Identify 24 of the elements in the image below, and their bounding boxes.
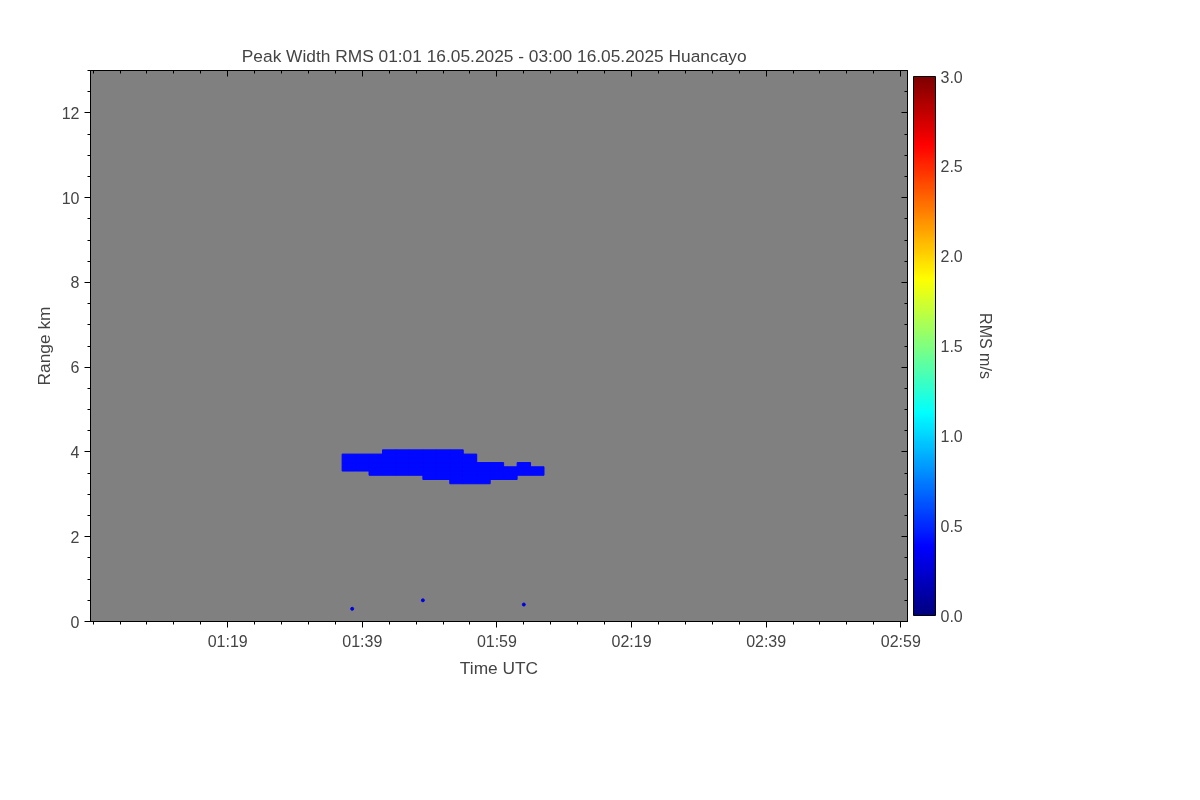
x-axis-title: Time UTC bbox=[459, 657, 539, 678]
chart-title: Peak Width RMS 01:01 16.05.2025 - 03:00 16.05.2025 Huancayo bbox=[241, 45, 747, 66]
color-bar-title: RMS m/s bbox=[976, 313, 994, 379]
y-tick-label: 12 bbox=[61, 104, 80, 122]
x-tick-label: 01:59 bbox=[476, 632, 518, 650]
color-bar-label: 0.5 bbox=[940, 517, 963, 535]
y-tick-label: 2 bbox=[70, 528, 80, 546]
color-bar-label: 0.0 bbox=[940, 607, 963, 625]
y-tick-label: 6 bbox=[70, 359, 80, 377]
y-tick-label: 8 bbox=[70, 274, 80, 292]
color-bar-label: 3.0 bbox=[940, 68, 963, 86]
y-tick-label: 10 bbox=[61, 189, 80, 207]
x-tick-label: 01:19 bbox=[207, 632, 248, 650]
y-tick-label: 0 bbox=[70, 613, 80, 631]
x-tick-label: 02:19 bbox=[611, 632, 652, 650]
x-tick-label: 02:39 bbox=[746, 632, 787, 650]
y-tick-label: 4 bbox=[70, 443, 80, 461]
y-axis-title: Range km bbox=[33, 306, 54, 386]
x-tick-label: 02:59 bbox=[880, 632, 921, 650]
color-bar-label: 2.0 bbox=[940, 248, 963, 266]
color-bar-label: 2.5 bbox=[940, 158, 963, 176]
color-bar-label: 1.5 bbox=[940, 338, 963, 355]
x-tick-label: 01:39 bbox=[342, 632, 383, 650]
color-bar-label: 1.0 bbox=[940, 427, 963, 445]
